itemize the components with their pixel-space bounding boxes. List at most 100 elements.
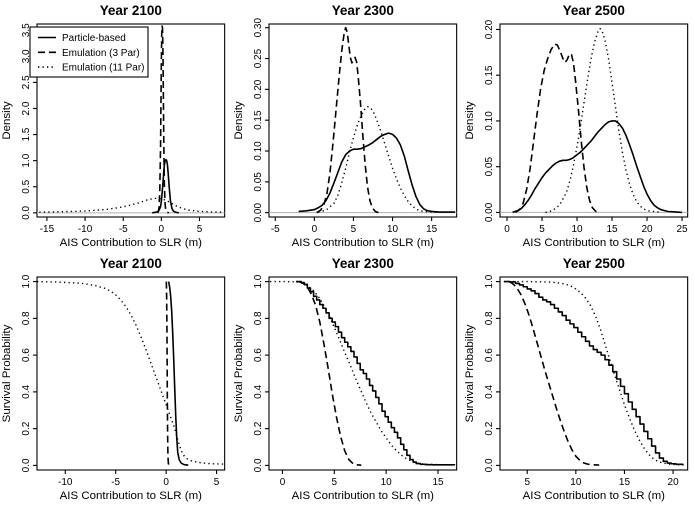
panel-title: Year 2300	[331, 256, 393, 271]
y-tick-label: 1.5	[21, 127, 32, 141]
x-tick-label: 15	[432, 477, 444, 488]
y-tick-label: 1.0	[21, 274, 32, 288]
curve-emulation-3-par	[298, 280, 361, 467]
curve-emulation-11-par	[317, 105, 440, 214]
x-axis-label: AIS Contribution to SLR (m)	[60, 490, 203, 502]
y-axis-label: Density	[1, 101, 13, 140]
y-tick-label: 0.8	[253, 311, 264, 325]
legend-label: Emulation (11 Par)	[62, 63, 145, 74]
y-tick-label: 0.05	[484, 157, 495, 177]
y-tick-label: 0.05	[253, 172, 264, 192]
y-tick-label: 0.20	[484, 19, 495, 39]
curve-emulation-3-par	[509, 280, 600, 466]
x-axis-label: AIS Contribution to SLR (m)	[291, 490, 434, 502]
curve-emulation-3-par	[156, 25, 170, 214]
plot-svg: Year 2300 0 5 10 15 0.0 0.2 0.4 0.6 0.8 1.0 AIS Con…	[233, 256, 457, 502]
x-axis-label: AIS Contribution to SLR (m)	[60, 237, 203, 249]
y-tick-label: 1.0	[21, 153, 32, 167]
y-tick-label: 0.0	[21, 458, 32, 472]
y-tick-label: 0.0	[253, 458, 264, 472]
curves-group	[504, 280, 687, 466]
y-tick-label: 0.8	[21, 311, 32, 325]
panel-survival-2100: Year 2100 -10 -5 0 5 0.0 0.2 0.4 0.6 0.8 1.0 AIS Co…	[0, 253, 232, 506]
x-tick-label: -10	[58, 477, 73, 488]
curves-group	[500, 27, 688, 214]
x-tick-label: 5	[350, 224, 356, 235]
plot-svg: Year 2100 -15 -10 -5 0 5 0.0 0.5 1.0 1.5 2.0 2.5 3.0…	[1, 3, 226, 249]
x-tick-label: 20	[642, 224, 654, 235]
x-tick-label: 5	[331, 477, 337, 488]
curves-group	[36, 280, 225, 467]
y-tick-label: 0.15	[484, 65, 495, 85]
curve-particle-based	[152, 158, 180, 214]
x-tick-label: 0	[159, 224, 165, 235]
y-tick-label: 0.4	[21, 384, 32, 398]
y-tick-label: 0.00	[484, 202, 495, 222]
y-tick-label: 1.0	[253, 274, 264, 288]
x-tick-label: -5	[111, 477, 120, 488]
curve-particle-based	[512, 120, 683, 214]
x-tick-label: -5	[119, 224, 128, 235]
panel-density-2300: Year 2300 -5 0 5 10 15 0.00 0.05 0.10 0.15 0.20 0.2…	[232, 0, 464, 253]
x-tick-label: 5	[214, 477, 220, 488]
x-tick-label: 20	[668, 477, 680, 488]
curves-group	[36, 25, 225, 214]
plot-box	[499, 276, 689, 471]
y-tick-label: 0.10	[484, 111, 495, 131]
y-tick-label: 2.0	[21, 101, 32, 115]
y-tick-label: 0.5	[21, 179, 32, 193]
x-tick-label: 25	[677, 224, 689, 235]
plot-box	[499, 23, 689, 218]
y-tick-label: 0.2	[484, 421, 495, 435]
y-tick-label: 0.6	[253, 348, 264, 362]
curve-emulation-3-par	[165, 281, 171, 467]
y-tick-label: 0.6	[21, 348, 32, 362]
x-axis-label: AIS Contribution to SLR (m)	[523, 490, 666, 502]
plot-svg: Year 2100 -10 -5 0 5 0.0 0.2 0.4 0.6 0.8 1.0 AIS Co…	[1, 256, 226, 502]
x-tick-label: 0	[279, 477, 285, 488]
panel-title: Year 2100	[100, 3, 162, 18]
plot-svg: Year 2300 -5 0 5 10 15 0.00 0.05 0.10 0.15 0.20 0.2…	[233, 3, 457, 249]
y-tick-label: 0.10	[253, 141, 264, 161]
x-tick-label: 0	[505, 224, 511, 235]
curve-emulation-11-par	[504, 280, 687, 466]
y-tick-label: 3.5	[21, 23, 32, 37]
curve-emulation-11-par	[36, 280, 225, 465]
plot-box	[36, 23, 226, 218]
panel-title: Year 2100	[100, 256, 162, 271]
x-tick-label: 15	[426, 224, 438, 235]
y-axis-label: Density	[233, 101, 245, 140]
plot-box	[36, 276, 226, 471]
y-tick-label: 2.5	[21, 75, 32, 89]
x-tick-label: 5	[197, 224, 203, 235]
curve-particle-based	[295, 280, 456, 466]
x-tick-label: 15	[607, 224, 619, 235]
plot-box	[268, 276, 457, 471]
curve-emulation-11-par	[39, 197, 223, 213]
y-tick-label: 0.4	[484, 384, 495, 398]
curve-particle-based	[298, 132, 455, 213]
curve-emulation-3-par	[515, 43, 600, 214]
curve-emulation-3-par	[315, 26, 379, 214]
panel-density-2500: Year 2500 0 5 10 15 20 25 0.00 0.05 0.10 0.15 0.20 A…	[463, 0, 695, 253]
plot-svg: Year 2500 5 10 15 20 0.0 0.2 0.4 0.6 0.8 1.0 AIS Co…	[464, 256, 689, 502]
y-tick-label: 0.30	[253, 18, 264, 38]
x-tick-label: 15	[619, 477, 631, 488]
x-tick-label: 5	[525, 477, 531, 488]
y-tick-label: 0.0	[484, 458, 495, 472]
y-axis-label: Survival Probability	[464, 324, 476, 422]
x-axis-label: AIS Contribution to SLR (m)	[523, 237, 666, 249]
panel-title: Year 2500	[563, 3, 625, 18]
curve-particle-based	[167, 281, 189, 467]
y-tick-label: 0.20	[253, 79, 264, 99]
y-tick-label: 3.0	[21, 49, 32, 63]
plot-svg: Year 2500 0 5 10 15 20 25 0.00 0.05 0.10 0.15 0.20 A…	[464, 3, 689, 249]
y-tick-label: 1.0	[484, 274, 495, 288]
y-tick-label: 0.2	[21, 421, 32, 435]
panel-title: Year 2500	[563, 256, 625, 271]
y-axis-label: Density	[464, 101, 476, 140]
x-tick-label: 0	[163, 477, 169, 488]
legend: Particle-based Emulation (3 Par) Emulation…	[29, 26, 149, 78]
y-tick-label: 0.6	[484, 348, 495, 362]
